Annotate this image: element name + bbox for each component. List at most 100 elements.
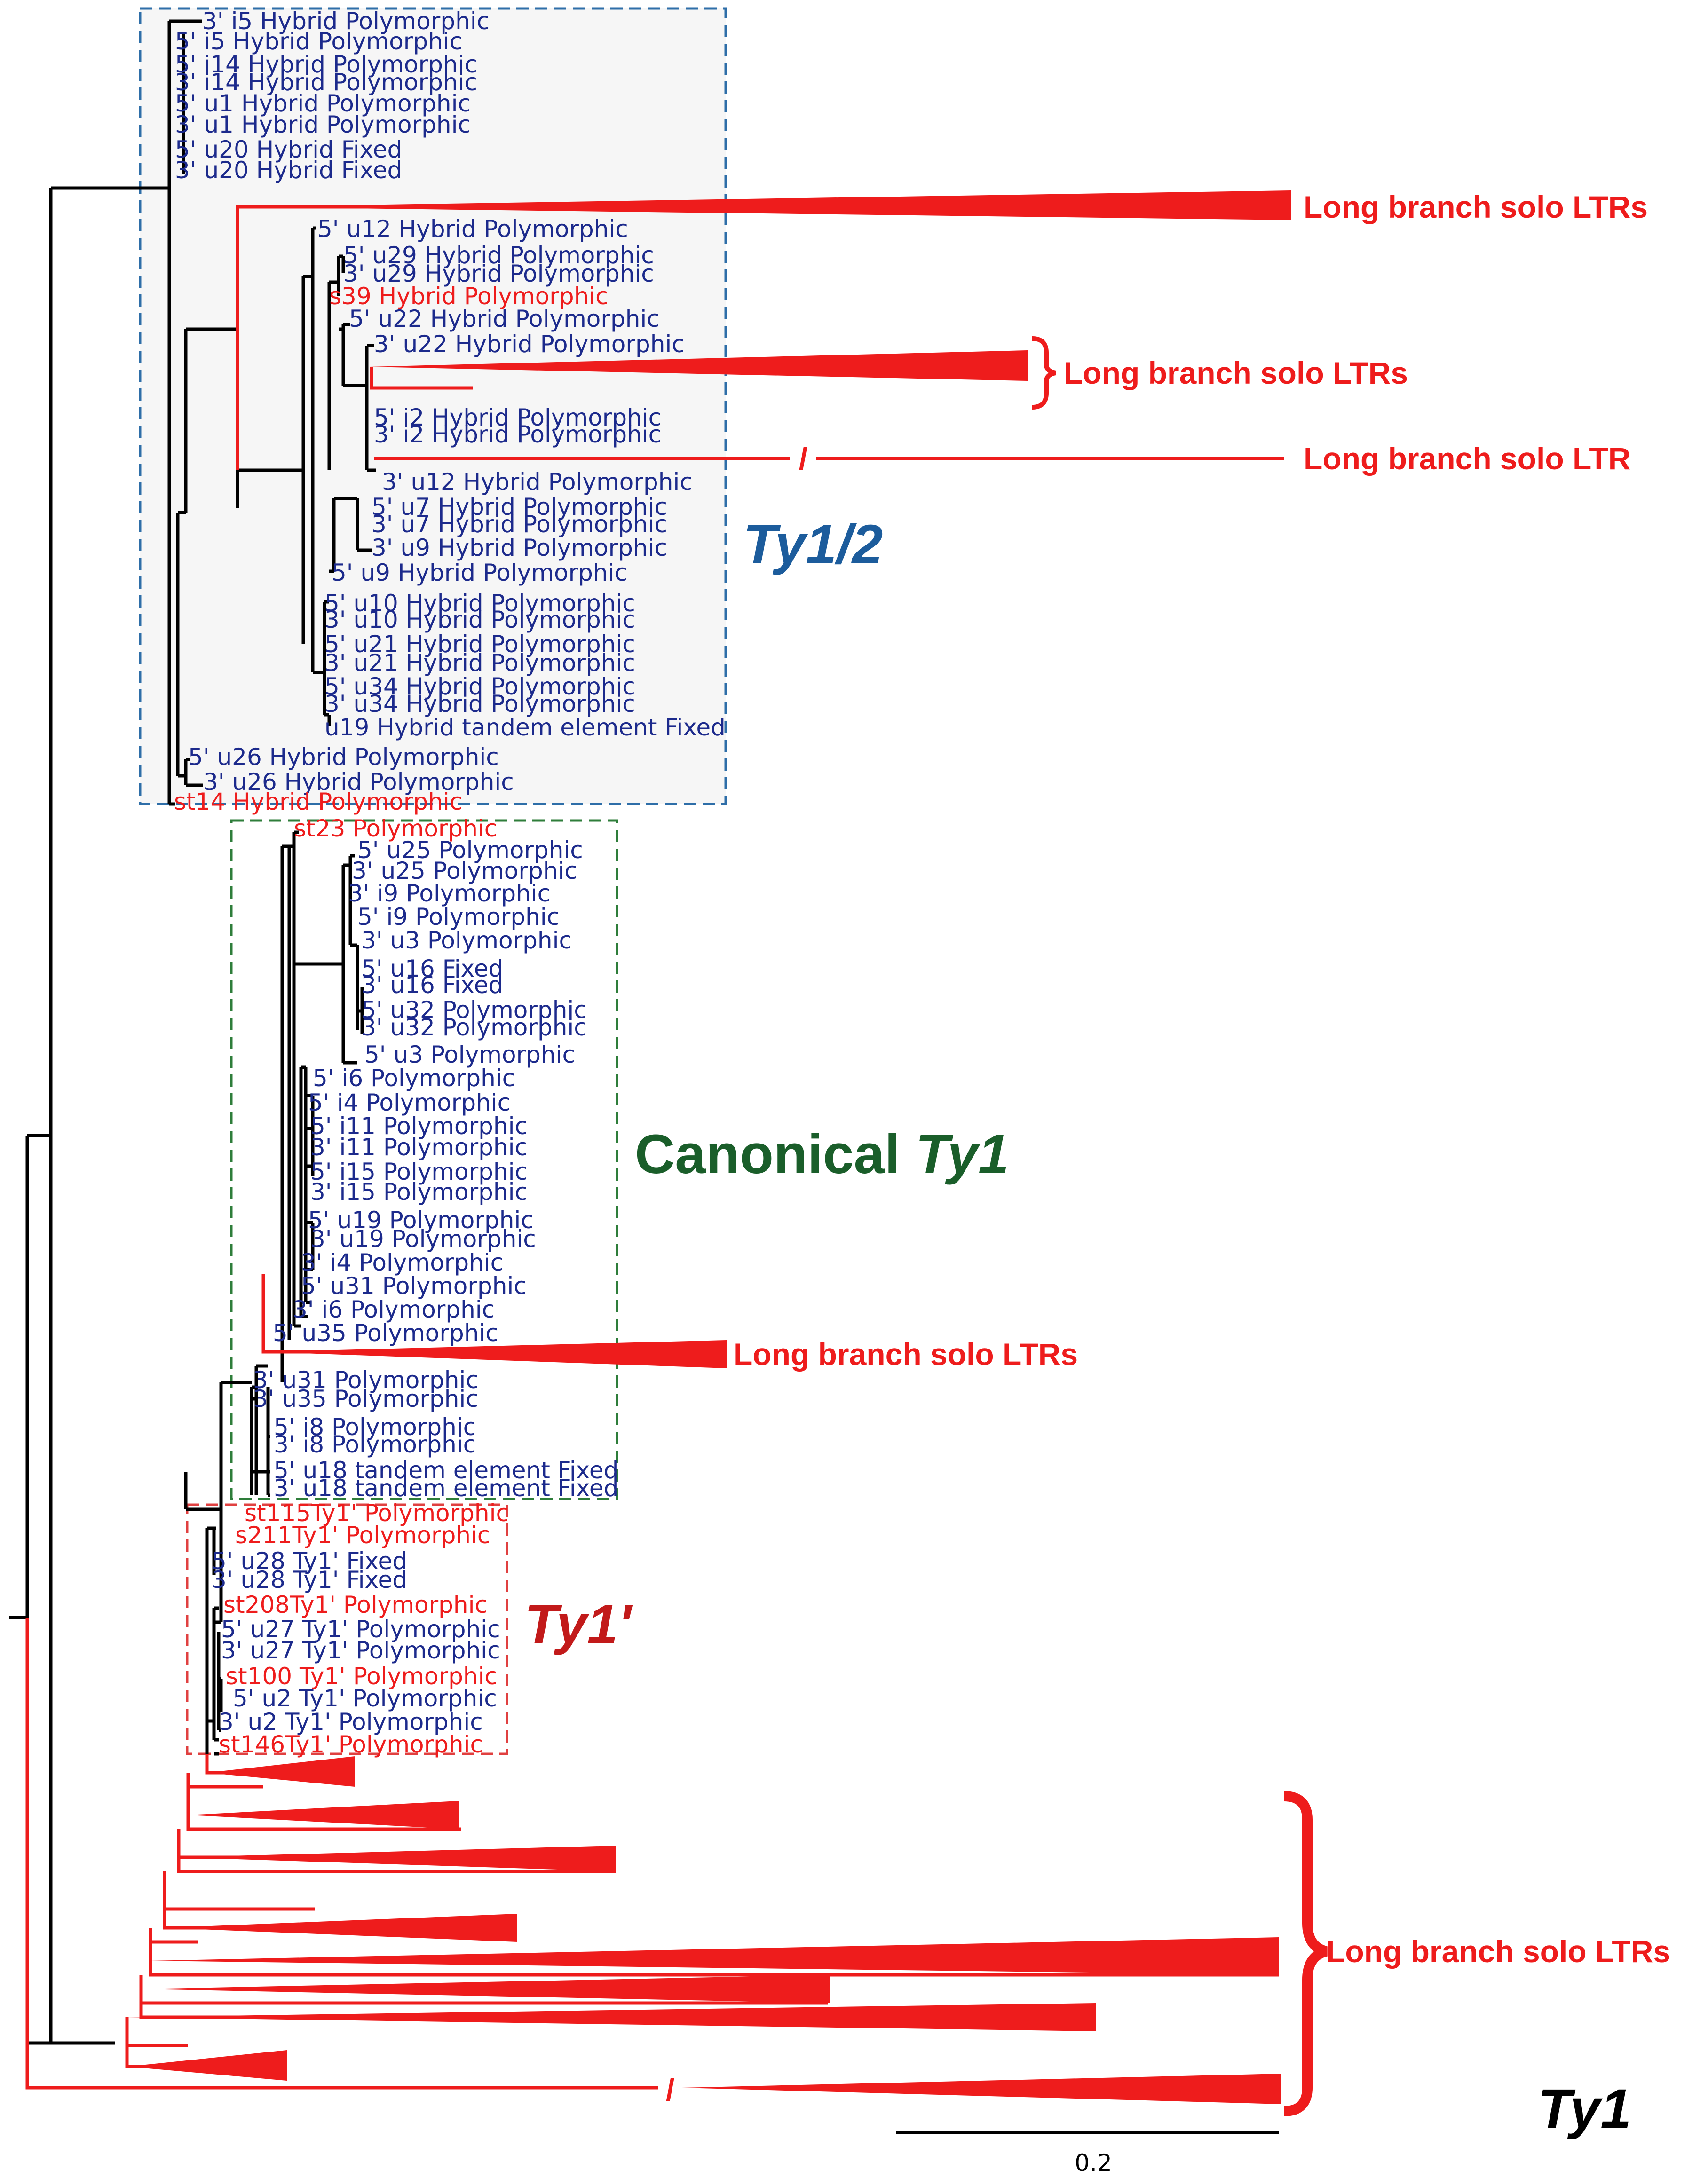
leaf-label-31: st23 Polymorphic (294, 815, 497, 842)
leaf-label-37: 5' u16 Fixed (361, 955, 503, 982)
wedge-mid (369, 350, 1028, 381)
leaf-label-8: 5' u12 Hybrid Polymorphic (317, 215, 628, 243)
leaf-label-70: st146Ty1' Polymorphic (219, 1731, 483, 1758)
leaf-label-63: 3' u28 Ty1' Fixed (212, 1566, 407, 1594)
long-branch-label-1: Long branch solo LTRs (1304, 189, 1648, 224)
leaf-label-58: 5' u18 tandem element Fixed (274, 1457, 618, 1484)
wedge-b8 (127, 2050, 287, 2081)
leaf-label-59: 3' u18 tandem element Fixed (274, 1475, 618, 1502)
leaf-label-15: 3' i2 Hybrid Polymorphic (374, 421, 661, 448)
leaf-label-14: 5' i2 Hybrid Polymorphic (374, 404, 661, 431)
wedge-b9 (682, 2074, 1281, 2104)
break-mark-bottom: / (666, 2073, 674, 2107)
leaf-label-69: 3' u2 Ty1' Polymorphic (219, 1708, 483, 1736)
leaf-label-13: 3' u22 Hybrid Polymorphic (374, 331, 685, 358)
leaf-label-55: 3' u35 Polymorphic (253, 1385, 479, 1413)
leaf-label-53: 5' u35 Polymorphic (273, 1319, 498, 1347)
black-branches (9, 19, 376, 2045)
leaf-label-4: 5' u1 Hybrid Polymorphic (175, 90, 471, 117)
leaf-label-29: 3' u26 Hybrid Polymorphic (203, 768, 514, 796)
long-branch-label-canonical: Long branch solo LTRs (734, 1337, 1078, 1372)
canonical-ty1-clade-box (230, 819, 618, 1500)
leaf-label-56: 5' i8 Polymorphic (274, 1413, 476, 1441)
leaf-label-3: 3' i14 Hybrid Polymorphic (175, 69, 477, 96)
leaf-label-5: 3' u1 Hybrid Polymorphic (175, 111, 471, 138)
leaf-label-40: 3' u32 Polymorphic (361, 1014, 587, 1041)
leaf-label-36: 3' u3 Polymorphic (361, 927, 572, 954)
wedge-b7 (127, 2003, 1096, 2031)
leaf-label-60: st115Ty1' Polymorphic (245, 1499, 509, 1527)
leaf-label-27: u19 Hybrid tandem element Fixed (324, 714, 726, 741)
wedge-b5 (150, 1937, 1279, 1975)
clade-label-ty1prime: Ty1' (524, 1594, 633, 1656)
wedge-b3 (179, 1846, 616, 1871)
collapsed-clades (127, 190, 1291, 2104)
leaf-label-45: 3' i11 Polymorphic (310, 1134, 528, 1161)
leaf-label-44: 5' i11 Polymorphic (310, 1113, 528, 1140)
leaf-label-11: s39 Hybrid Polymorphic (329, 283, 609, 310)
leaf-label-12: 5' u22 Hybrid Polymorphic (349, 305, 660, 332)
leaf-label-34: 3' i9 Polymorphic (348, 880, 550, 907)
leaf-label-18: 3' u7 Hybrid Polymorphic (372, 511, 667, 538)
long-branch-label-bottom: Long branch solo LTRs (1326, 1934, 1670, 1969)
leaf-label-22: 3' u10 Hybrid Polymorphic (324, 606, 635, 633)
leaf-label-41: 5' u3 Polymorphic (364, 1041, 575, 1068)
leaf-label-7: 3' u20 Hybrid Fixed (175, 157, 402, 184)
brace-mid (1032, 336, 1056, 410)
leaf-label-49: 3' u19 Polymorphic (310, 1225, 536, 1253)
leaf-label-2: 5' i14 Hybrid Polymorphic (175, 51, 477, 78)
leaf-label-46: 5' i15 Polymorphic (310, 1158, 528, 1185)
brace-bottom (1283, 1791, 1328, 2116)
leaf-label-16: 3' u12 Hybrid Polymorphic (382, 468, 693, 496)
leaf-label-30: st14 Hybrid Polymorphic (174, 788, 462, 815)
clade-label-canonical-italic: Ty1 (916, 1123, 1009, 1185)
leaf-label-39: 5' u32 Polymorphic (361, 996, 587, 1024)
clade-label-root-ty1: Ty1 (1538, 2078, 1631, 2140)
leaf-label-25: 5' u34 Hybrid Polymorphic (324, 673, 635, 700)
leaf-label-68: 5' u2 Ty1' Polymorphic (233, 1685, 497, 1712)
leaf-label-38: 3' u16 Fixed (361, 971, 503, 999)
leaf-label-35: 5' i9 Polymorphic (357, 903, 560, 931)
long-branch-label-2: Long branch solo LTRs (1064, 355, 1408, 390)
wedge-b1 (207, 1756, 355, 1787)
leaf-label-64: st208Ty1' Polymorphic (223, 1591, 488, 1618)
scale-bar-label: 0.2 (1075, 2149, 1112, 2177)
ty1prime-clade-box (186, 1503, 508, 1755)
leaf-label-23: 5' u21 Hybrid Polymorphic (324, 631, 635, 658)
clade-label-canonical-ty1: Canonical Ty1 (635, 1123, 1009, 1185)
leaf-label-54: 3' u31 Polymorphic (253, 1366, 479, 1394)
wedge-top (235, 190, 1291, 220)
leaf-label-0: 3' i5 Hybrid Polymorphic (202, 8, 490, 35)
clade-label-canonical-prefix: Canonical (635, 1123, 916, 1185)
clade-label-ty12: Ty1/2 (743, 513, 883, 576)
leaf-label-65: 5' u27 Ty1' Polymorphic (221, 1616, 500, 1643)
leaf-label-62: 5' u28 Ty1' Fixed (212, 1547, 407, 1575)
red-branches (25, 205, 1284, 2090)
leaf-label-9: 5' u29 Hybrid Polymorphic (343, 242, 654, 269)
leaf-label-6: 5' u20 Hybrid Fixed (175, 136, 402, 163)
leaf-label-52: 3' i6 Polymorphic (293, 1296, 495, 1323)
leaf-label-43: 5' i4 Polymorphic (308, 1089, 510, 1116)
wedge-b6 (141, 1975, 830, 2003)
long-branch-label-single: Long branch solo LTR (1304, 441, 1630, 476)
leaf-label-19: 3' u9 Hybrid Polymorphic (372, 534, 667, 561)
leaf-label-50: 3' i4 Polymorphic (301, 1249, 503, 1276)
leaf-label-61: s211Ty1' Polymorphic (235, 1522, 490, 1549)
leaf-label-20: 5' u9 Hybrid Polymorphic (332, 559, 627, 586)
leaf-label-47: 3' i15 Polymorphic (310, 1178, 528, 1206)
leaf-label-66: 3' u27 Ty1' Polymorphic (221, 1637, 500, 1664)
leaf-label-10: 3' u29 Hybrid Polymorphic (343, 260, 654, 287)
leaf-label-48: 5' u19 Polymorphic (308, 1207, 534, 1234)
leaf-label-33: 3' u25 Polymorphic (352, 857, 577, 884)
wedge-canonical (263, 1340, 727, 1368)
leaf-label-42: 5' i6 Polymorphic (313, 1065, 515, 1092)
wedge-b2 (188, 1801, 459, 1829)
leaf-label-26: 3' u34 Hybrid Polymorphic (324, 690, 635, 718)
leaf-label-28: 5' u26 Hybrid Polymorphic (188, 743, 499, 771)
leaf-label-21: 5' u10 Hybrid Polymorphic (324, 590, 635, 617)
leaf-label-24: 3' u21 Hybrid Polymorphic (324, 649, 635, 677)
wedge-b4 (165, 1914, 517, 1942)
leaf-label-57: 3' i8 Polymorphic (274, 1431, 476, 1458)
